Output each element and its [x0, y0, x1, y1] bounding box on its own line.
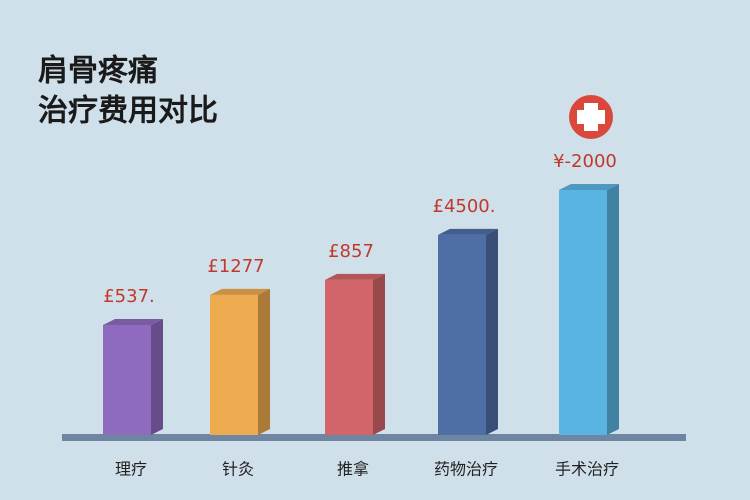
x-tick-label: 理疗: [115, 460, 147, 479]
bar-top: [325, 273, 385, 280]
bar: [325, 273, 385, 435]
annotation: £857: [328, 241, 374, 262]
x-tick-label: 针灸: [222, 460, 254, 479]
x-tick-label: 手术治疗: [555, 460, 619, 479]
chart-title: 肩骨疼痛: [38, 54, 158, 89]
bar-top: [438, 228, 498, 235]
annotation: ¥-2000: [553, 151, 617, 172]
bar-top: [103, 318, 163, 325]
bar-top: [559, 184, 619, 190]
annotation: £1277: [207, 256, 264, 277]
bar-front: [559, 190, 607, 435]
bar-front: [210, 294, 258, 435]
bar: [103, 318, 163, 435]
baseline: [62, 434, 686, 441]
annotation: £4500.: [433, 196, 496, 217]
bar-front: [438, 234, 486, 435]
bar: [559, 184, 619, 435]
bar-front: [103, 324, 151, 435]
bar-side: [607, 184, 619, 435]
bar-top: [210, 288, 270, 295]
medical-icon: [569, 95, 613, 139]
bar-side: [373, 273, 385, 435]
bar: [438, 228, 498, 435]
x-tick-label: 药物治疗: [434, 460, 498, 479]
bar-side: [151, 318, 163, 435]
x-tick-label: 推拿: [337, 460, 369, 479]
chart-title: 治疗费用对比: [38, 94, 218, 129]
bar: [210, 288, 270, 435]
bar-front: [325, 279, 373, 435]
annotation: £537.: [103, 286, 155, 307]
bar-side: [258, 288, 270, 435]
bar-side: [486, 228, 498, 435]
